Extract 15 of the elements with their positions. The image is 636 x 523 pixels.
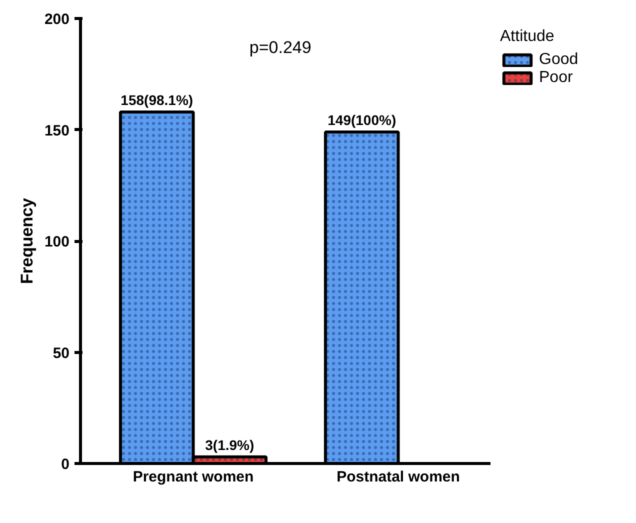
x-tick-label: Postnatal women (336, 468, 460, 486)
legend-title: Attitude (500, 28, 556, 46)
y-tick-label: 100 (44, 234, 70, 250)
data-label: 158(98.1%) (120, 92, 194, 108)
y-tick-label: 0 (61, 456, 70, 473)
annotation: p=0.249 (249, 38, 312, 57)
legend-label: Good (539, 51, 578, 69)
y-tick-label: 50 (52, 344, 70, 362)
data-label: 3(1.9%) (205, 436, 254, 453)
y-axis-title: Frequency (17, 197, 36, 284)
legend-label: Poor (539, 69, 573, 87)
data-label: 149(100%) (328, 112, 396, 128)
y-tick-label: 200 (44, 11, 70, 28)
x-tick-label: Pregnant women (132, 468, 254, 486)
y-tick-label: 150 (44, 122, 70, 140)
